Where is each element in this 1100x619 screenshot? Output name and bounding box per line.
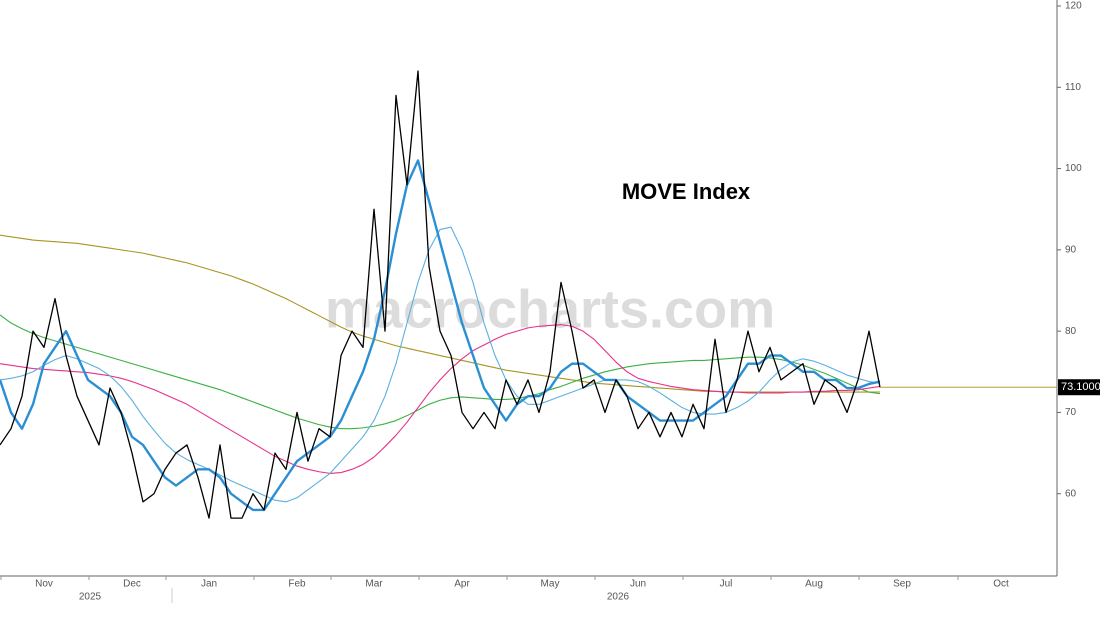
x-tick-label: Jul (720, 579, 733, 590)
chart-title: MOVE Index (622, 179, 751, 204)
x-tick-label: Feb (288, 579, 306, 590)
x-tick-label: Apr (454, 579, 470, 590)
series-line (0, 226, 881, 503)
last-value-label: 73.1000 (1061, 381, 1100, 393)
series-line (0, 70, 881, 519)
watermark: macrocharts.com (325, 279, 775, 339)
last-value-box (1058, 379, 1100, 396)
year-label: 2025 (79, 592, 102, 603)
x-tick-label: Sep (893, 579, 911, 590)
x-tick-label: Dec (123, 579, 141, 590)
series-line (0, 159, 881, 512)
x-tick-label: Nov (35, 579, 53, 590)
y-tick-label: 90 (1065, 244, 1077, 255)
x-tick-label: Aug (805, 579, 823, 590)
x-tick-label: Oct (993, 579, 1009, 590)
y-tick-label: 70 (1065, 407, 1077, 418)
x-tick-label: Jan (201, 579, 217, 590)
y-tick-label: 110 (1065, 82, 1081, 93)
x-tick-label: May (541, 579, 560, 590)
series-line (0, 314, 881, 430)
x-tick-label: Jun (630, 579, 646, 590)
x-tick-label: Mar (365, 579, 383, 590)
y-tick-label: 120 (1065, 1, 1082, 12)
y-tick-label: 60 (1065, 488, 1077, 499)
y-tick-label: 100 (1065, 163, 1082, 174)
year-label: 2026 (607, 592, 630, 603)
y-tick-label: 80 (1065, 326, 1077, 337)
